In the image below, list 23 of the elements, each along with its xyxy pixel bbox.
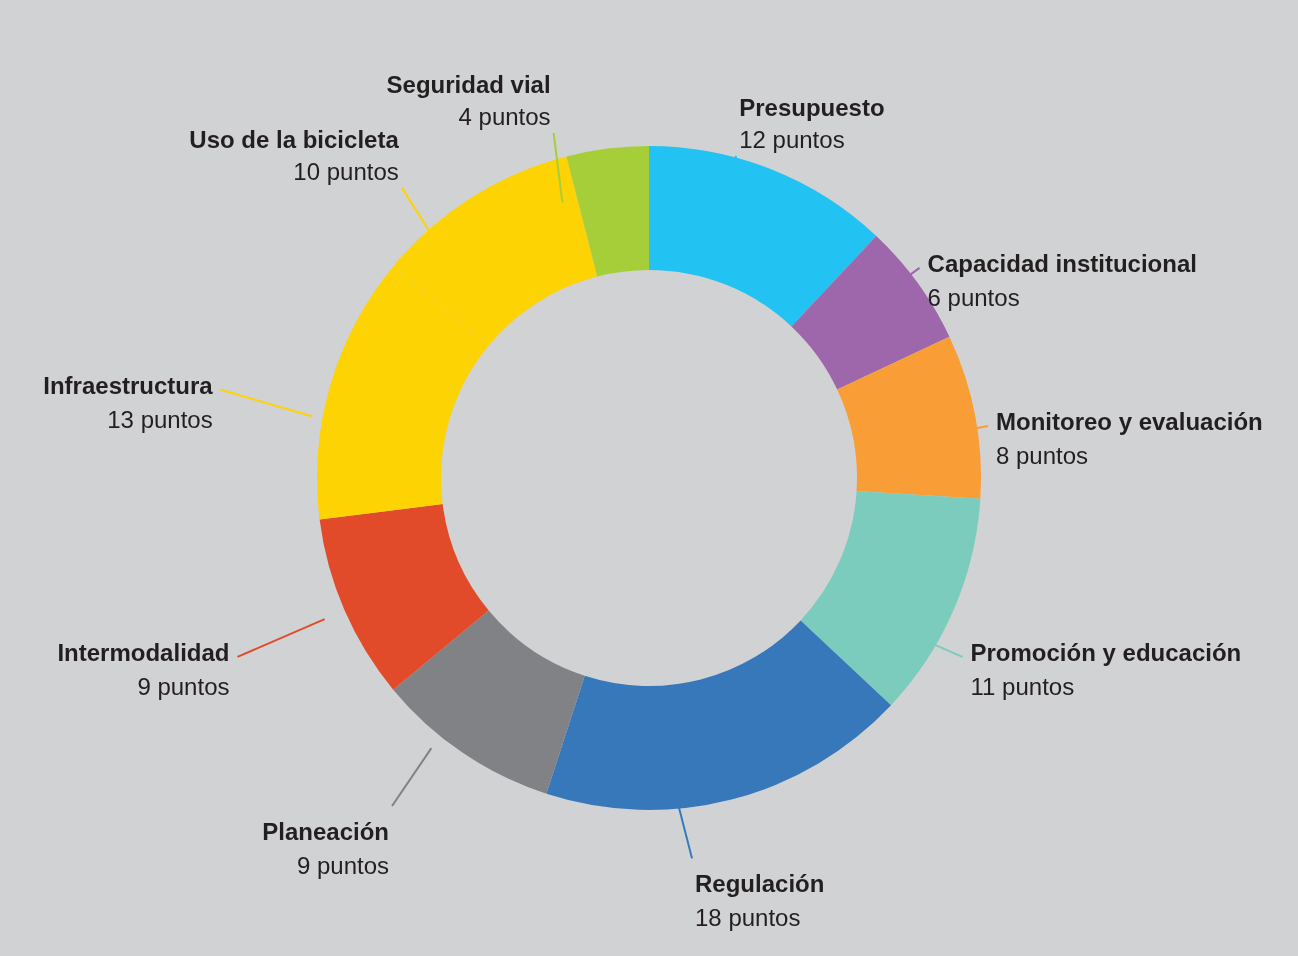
data-label: 9 puntos [137, 672, 230, 700]
data-label: 13 puntos [107, 405, 213, 433]
slice-label: Uso de la bicicleta [189, 125, 400, 153]
donut-slice [566, 146, 649, 277]
data-label: 12 puntos [739, 125, 845, 153]
data-label: 4 puntos [458, 102, 551, 130]
data-label: 9 puntos [296, 852, 390, 880]
slice-label: Planeación [262, 818, 390, 846]
donut-slice [319, 504, 489, 690]
data-label: 11 puntos [970, 672, 1075, 700]
slice-label: Infraestructura [43, 371, 214, 399]
data-label: 6 puntos [927, 283, 1020, 311]
donut-slice [393, 610, 585, 794]
slice-label: Intermodalidad [57, 638, 230, 666]
slice-label: Capacidad institucional [927, 249, 1197, 277]
data-label: 18 puntos [695, 904, 801, 932]
slice-label: Regulación [695, 870, 825, 898]
data-label: 10 puntos [293, 157, 399, 185]
slice-label: Seguridad vial [386, 70, 551, 98]
slice-label: Monitoreo y evaluación [996, 407, 1263, 435]
slice-label: Promoción y educación [970, 638, 1242, 666]
slice-label: Presupuesto [739, 93, 885, 121]
data-label: 8 puntos [996, 441, 1089, 469]
